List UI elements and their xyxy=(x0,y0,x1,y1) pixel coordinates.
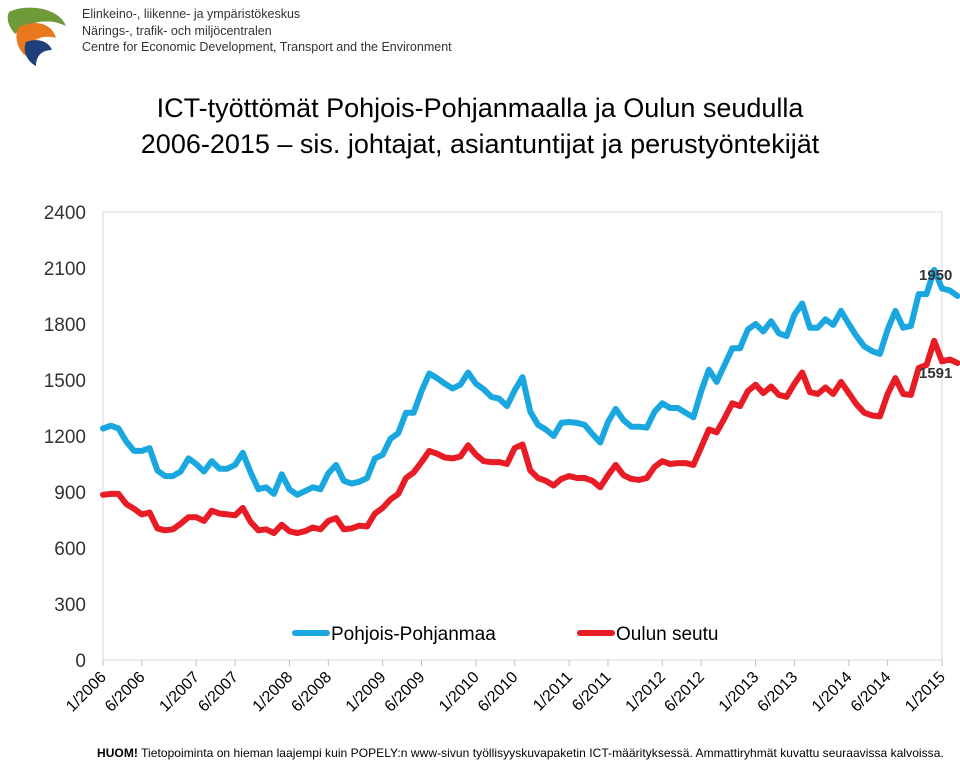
footnote-prefix: HUOM! xyxy=(97,746,138,760)
x-tick-label: 1/2014 xyxy=(809,669,856,716)
x-tick-label: 1/2011 xyxy=(530,669,576,715)
x-tick-label: 1/2015 xyxy=(902,669,949,716)
x-tick-label: 1/2013 xyxy=(716,669,763,716)
series-line-oulun-seutu xyxy=(100,337,960,537)
line-chart: 0300600900120015001800210024001/20066/20… xyxy=(44,203,960,716)
x-tick-label: 1/2007 xyxy=(156,669,203,716)
footnote: HUOM! Tietopoiminta on hieman laajempi k… xyxy=(97,746,944,760)
end-value-label: 1950 xyxy=(919,267,952,284)
x-tick-label: 6/2013 xyxy=(755,669,802,716)
x-tick-label: 6/2006 xyxy=(102,669,149,716)
series-line-pohjois-pohjanmaa xyxy=(100,266,960,498)
x-tick-label: 6/2007 xyxy=(195,669,242,716)
chart-title-line-1: ICT-työttömät Pohjois-Pohjanmaalla ja Ou… xyxy=(156,93,804,123)
legend-label: Pohjois-Pohjanmaa xyxy=(331,624,496,645)
x-tick-label: 1/2008 xyxy=(250,669,297,716)
x-tick-label: 1/2009 xyxy=(343,669,390,716)
x-tick-label: 6/2011 xyxy=(569,669,615,715)
chart-title-line-2: 2006-2015 – sis. johtajat, asiantuntijat… xyxy=(140,129,820,159)
x-tick-label: 1/2006 xyxy=(63,669,110,716)
x-tick-label: 1/2010 xyxy=(436,669,483,716)
x-tick-label: 6/2014 xyxy=(848,669,895,716)
y-tick-label: 2400 xyxy=(44,203,86,224)
organization-name-fi: Elinkeino-, liikenne- ja ympäristökeskus xyxy=(82,7,301,21)
organization-name-sv: Närings-, trafik- och miljöcentralen xyxy=(82,23,272,38)
organization-name-en: Centre for Economic Development, Transpo… xyxy=(82,40,452,54)
y-tick-label: 0 xyxy=(75,651,86,672)
ely-centre-logo-icon xyxy=(7,7,66,66)
legend-label: Oulun seutu xyxy=(616,624,718,645)
y-tick-label: 1200 xyxy=(44,427,86,448)
y-tick-label: 2100 xyxy=(44,259,86,280)
y-tick-label: 900 xyxy=(54,483,86,504)
y-tick-label: 1800 xyxy=(44,315,86,336)
footnote-text: Tietopoiminta on hieman laajempi kuin PO… xyxy=(137,746,944,760)
y-tick-label: 1500 xyxy=(44,371,86,392)
x-tick-label: 1/2012 xyxy=(623,669,670,716)
y-tick-label: 300 xyxy=(54,595,86,616)
logo-leaf-navy xyxy=(24,40,52,66)
x-tick-label: 6/2009 xyxy=(382,669,429,716)
chart-title: ICT-työttömät Pohjois-Pohjanmaalla ja Ou… xyxy=(0,90,960,162)
x-tick-label: 6/2012 xyxy=(661,669,708,716)
end-value-label: 1591 xyxy=(919,365,952,382)
plot-frame xyxy=(102,211,943,661)
x-tick-label: 6/2010 xyxy=(475,669,522,716)
organization-name: Elinkeino-, liikenne- ja ympäristökeskus… xyxy=(82,6,452,56)
x-tick-label: 6/2008 xyxy=(288,669,335,716)
y-tick-label: 600 xyxy=(54,539,86,560)
